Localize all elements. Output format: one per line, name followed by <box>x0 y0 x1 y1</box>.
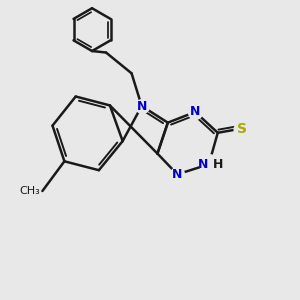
Text: N: N <box>172 168 182 181</box>
Text: S: S <box>236 122 247 136</box>
Text: N: N <box>198 158 209 171</box>
Text: H: H <box>213 158 223 171</box>
Text: CH₃: CH₃ <box>19 186 40 196</box>
Text: N: N <box>190 106 200 118</box>
Text: N: N <box>136 100 147 112</box>
